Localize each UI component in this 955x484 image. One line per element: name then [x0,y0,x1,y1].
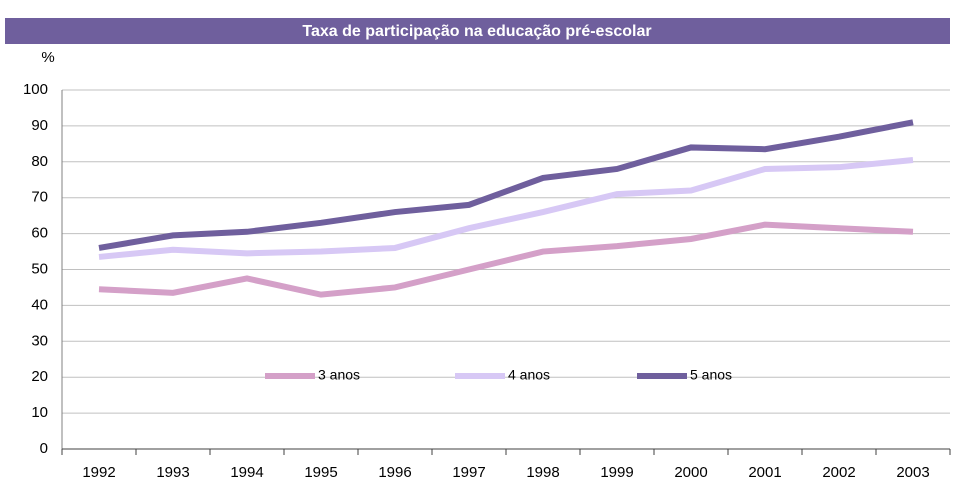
legend-label: 3 anos [318,367,360,383]
y-tick-label: 80 [31,153,48,170]
y-tick-label: 50 [31,260,48,277]
y-tick-label: 0 [40,440,48,457]
x-tick-label: 2001 [748,464,781,481]
y-tick-label: 40 [31,296,48,313]
x-tick-label: 1992 [82,464,115,481]
x-tick-label: 1995 [304,464,337,481]
x-tick-label: 2002 [822,464,855,481]
x-tick-label: 1997 [452,464,485,481]
y-axis-label: % [41,49,54,66]
x-tick-label: 1996 [378,464,411,481]
y-tick-label: 10 [31,404,48,421]
x-tick-label: 1994 [230,464,263,481]
title-bar [5,18,950,44]
legend-label: 4 anos [508,367,550,383]
y-tick-label: 30 [31,332,48,349]
y-tick-label: 20 [31,368,48,385]
series-line [98,221,914,298]
y-tick-label: 70 [31,189,48,206]
y-tick-label: 60 [31,225,48,242]
series-line [98,119,914,251]
x-tick-label: 1999 [600,464,633,481]
y-tick-label: 90 [31,117,48,134]
y-tick-label: 100 [23,81,48,98]
x-tick-label: 2003 [896,464,929,481]
x-tick-label: 1998 [526,464,559,481]
chart-title: Taxa de participação na educação pré-esc… [302,23,651,40]
legend-label: 5 anos [690,367,732,383]
series-line [98,157,914,260]
x-tick-label: 2000 [674,464,707,481]
x-tick-label: 1993 [156,464,189,481]
